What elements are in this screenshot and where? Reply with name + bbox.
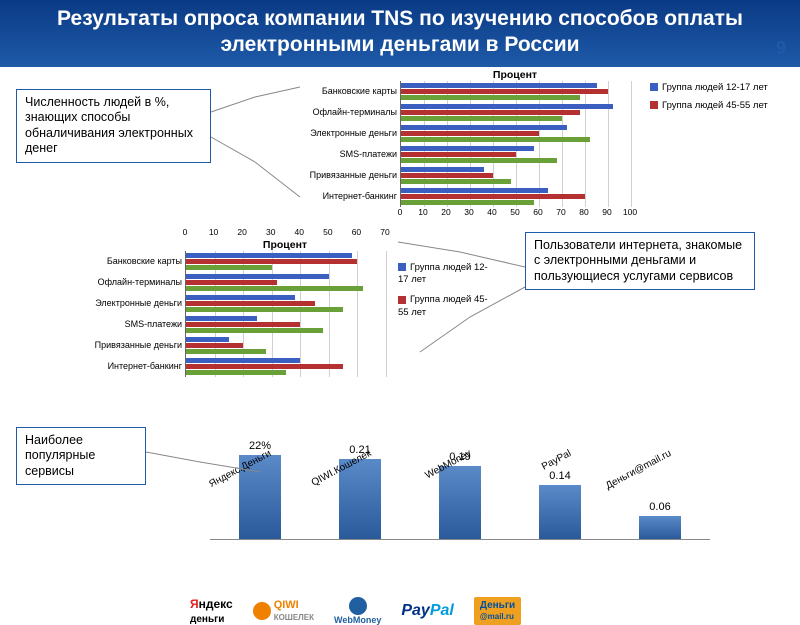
logo-qiwi: QIWI КОШЕЛЕК bbox=[253, 599, 314, 623]
logo-mailru: Деньги @mail.ru bbox=[474, 597, 521, 625]
logo-webmoney: WebMoney bbox=[334, 597, 381, 625]
logo-paypal: PayPal bbox=[401, 602, 453, 620]
page-title: Результаты опроса компании TNS по изучен… bbox=[30, 6, 770, 59]
callout-awareness: Численность людей в %, знающих способы о… bbox=[16, 89, 211, 164]
callout-users: Пользователи интернета, знакомые с элект… bbox=[525, 232, 755, 291]
header: Результаты опроса компании TNS по изучен… bbox=[0, 0, 800, 67]
callout-popular: Наиболее популярные сервисы bbox=[16, 427, 146, 486]
logo-yandex: ЯЯндексндекс деньги bbox=[190, 597, 233, 625]
page-number: 9 bbox=[776, 38, 786, 59]
service-logos: ЯЯндексндекс деньги QIWI КОШЕЛЕК WebMone… bbox=[190, 597, 521, 625]
